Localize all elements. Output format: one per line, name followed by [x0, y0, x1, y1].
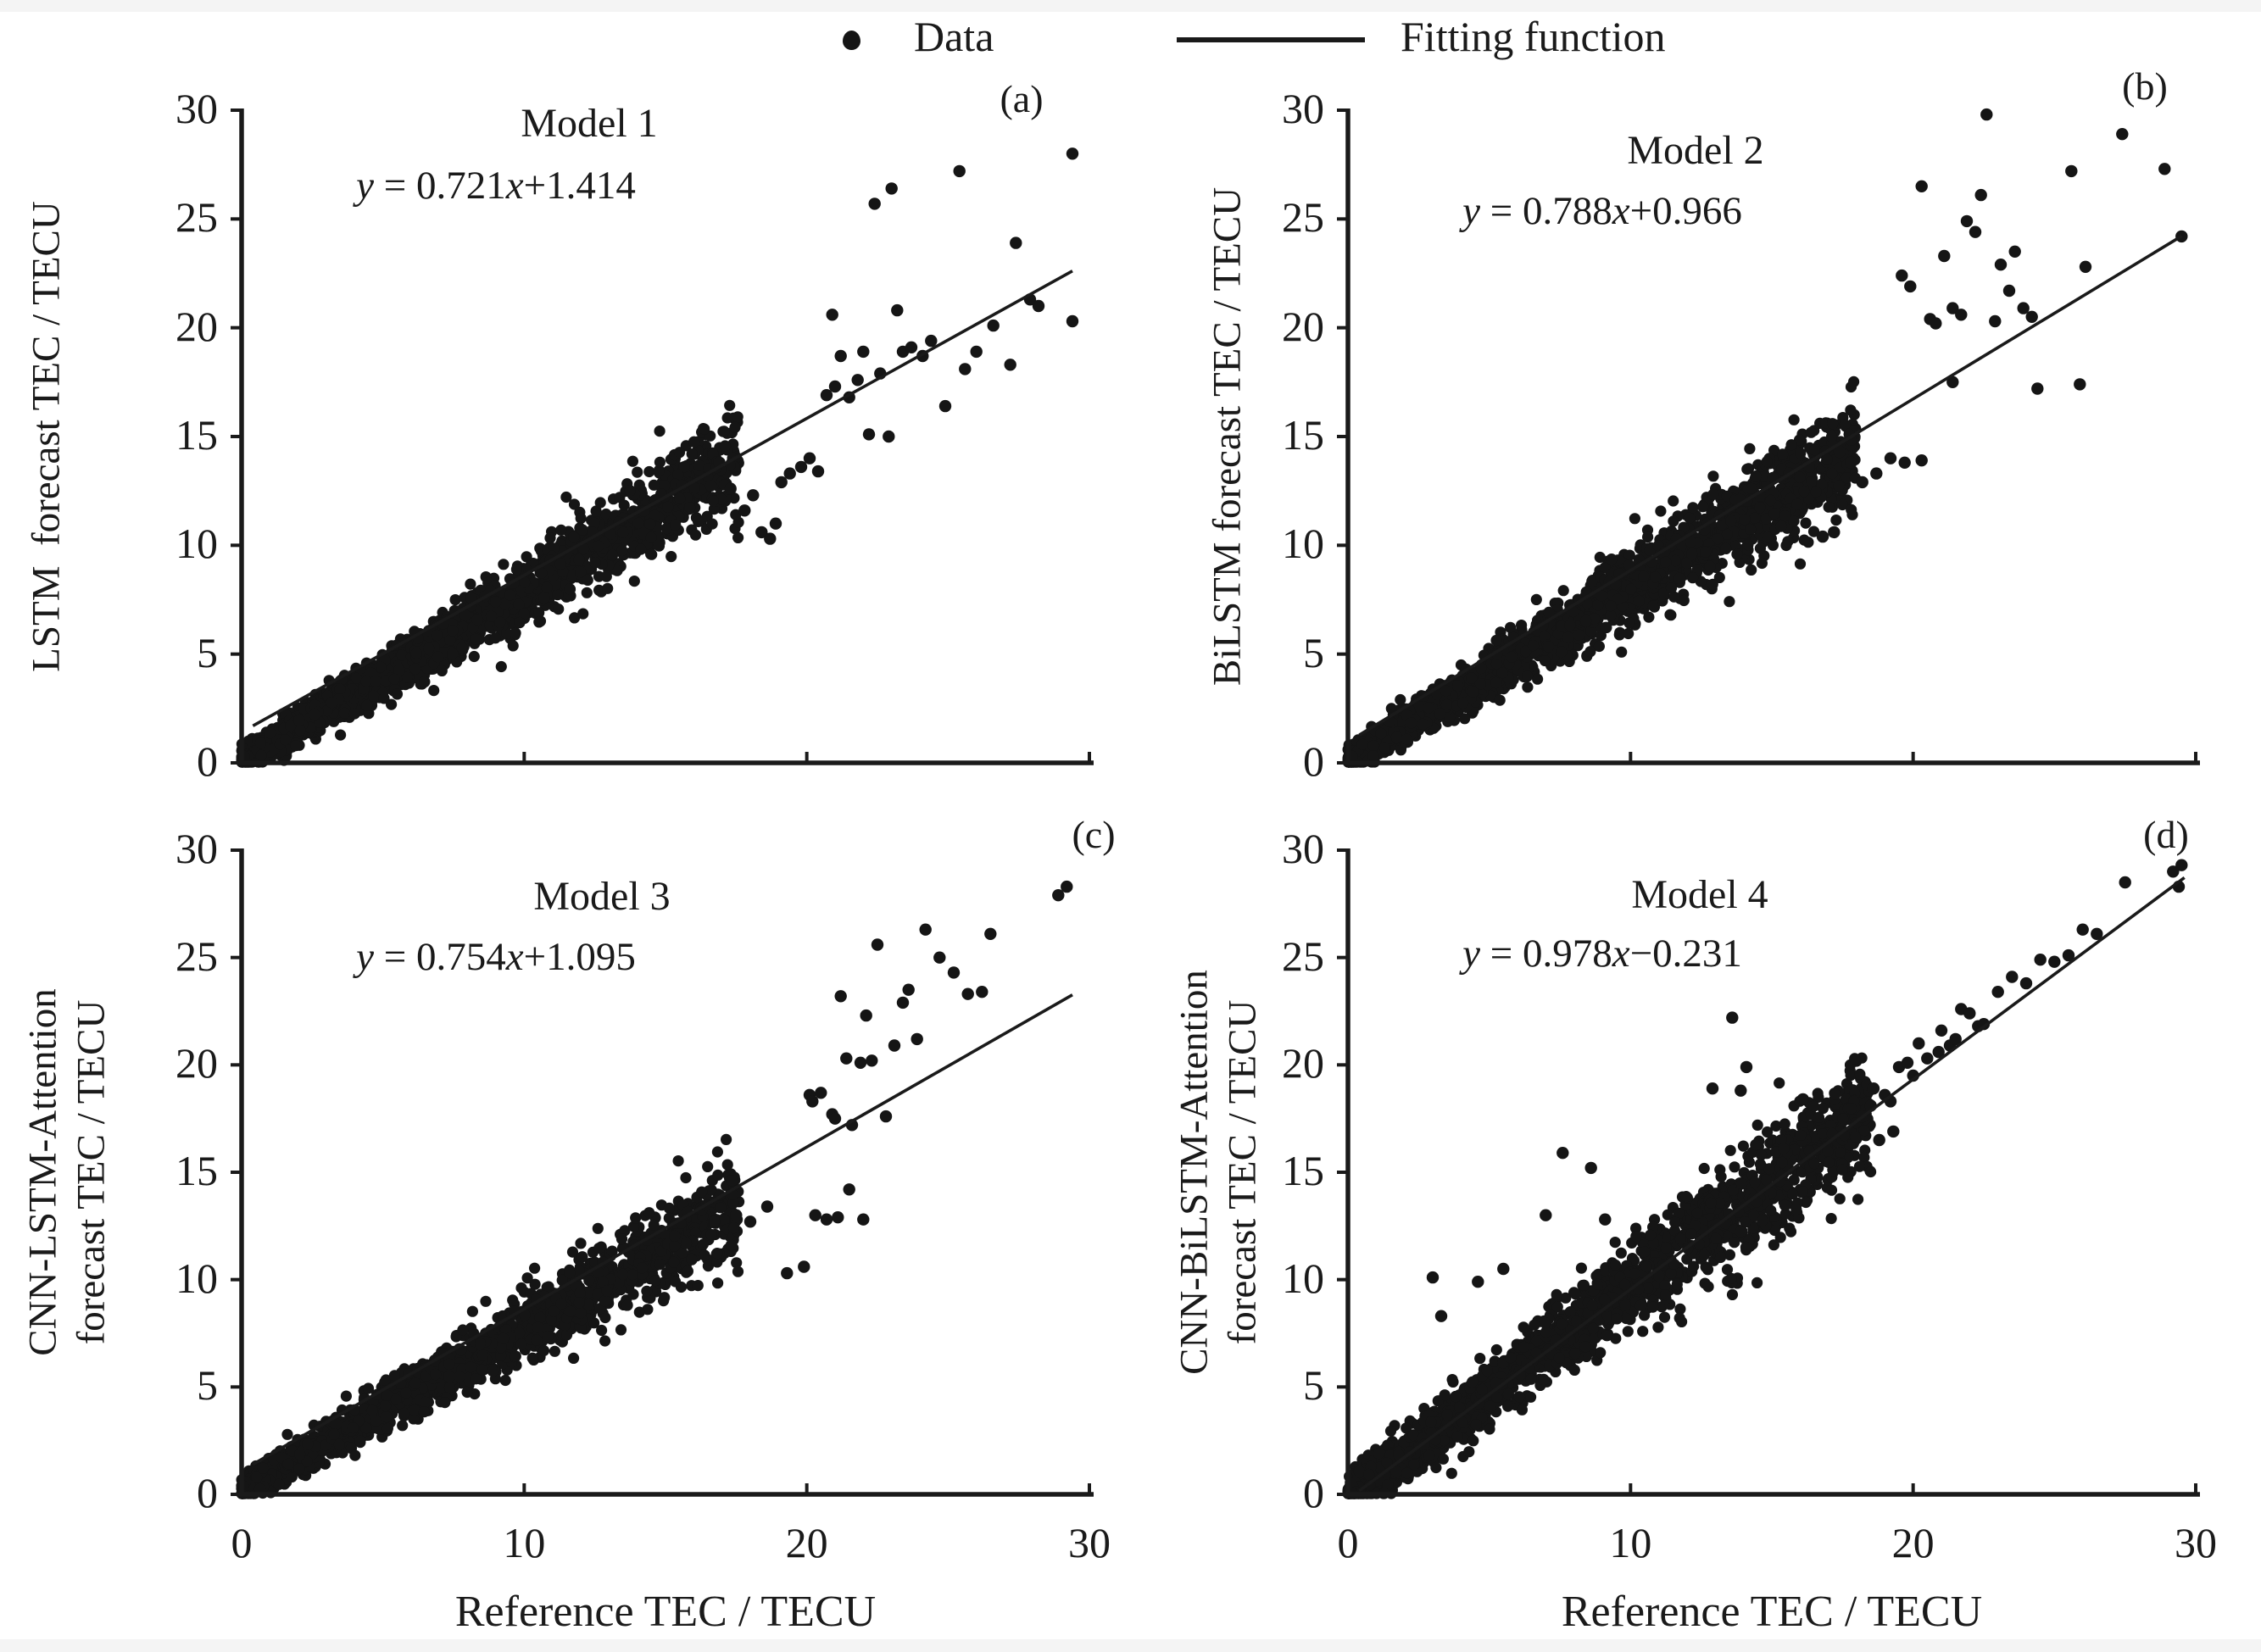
equation-slope: 0.788	[1523, 189, 1612, 233]
scatter-outlier-points	[730, 880, 1073, 1280]
top-edge-strip	[0, 0, 2261, 12]
fit-line	[252, 993, 1073, 1466]
panel-c-x-axis-label: Reference TEC / TECU	[454, 1588, 877, 1636]
panel-a-plot-area	[231, 108, 1094, 768]
x-tick-label: 20	[785, 1519, 828, 1566]
equation-intercept: +1.095	[523, 935, 636, 979]
equation-y-symbol: y	[356, 164, 374, 208]
equation-y-symbol: y	[1462, 189, 1480, 233]
panel-b-equation: y = 0.788x+0.966	[1348, 188, 1857, 234]
panel-a-letter: (a)	[1000, 77, 1044, 120]
panel-c-y-axis-label: CNN-LSTM-Attention forecast TEC / TECU	[20, 988, 114, 1356]
equation-equals: =	[373, 935, 416, 979]
x-tick-label: 10	[503, 1519, 546, 1566]
y-tick-label: 30	[1282, 85, 1324, 132]
legend-fit-line-icon	[1177, 37, 1365, 42]
legend-data-marker-icon	[843, 31, 860, 50]
x-tick-label: 0	[231, 1519, 253, 1566]
y-tick-label: 25	[175, 193, 218, 242]
y-tick-label: 30	[175, 85, 218, 132]
x-tick-label: 20	[1891, 1519, 1935, 1566]
scatter-cloud	[236, 1133, 745, 1499]
fit-line	[1358, 235, 2183, 737]
equation-equals: =	[373, 164, 416, 208]
equation-x-symbol: x	[1612, 932, 1630, 976]
equation-intercept: +1.414	[523, 164, 636, 208]
panel-d-equation: y = 0.978x−0.231	[1348, 931, 1857, 976]
panel-b-plot-area	[1337, 108, 2200, 768]
fit-line	[252, 270, 1073, 727]
equation-x-symbol: x	[1612, 189, 1630, 233]
x-tick-label: 30	[2175, 1519, 2217, 1566]
scatter-outlier-points	[1426, 859, 2188, 1322]
y-tick-label: 20	[175, 302, 218, 350]
equation-intercept: +0.966	[1629, 189, 1742, 233]
x-tick-label: 10	[1609, 1519, 1652, 1566]
equation-x-symbol: x	[505, 935, 524, 979]
panel-a-title: Model 1	[521, 101, 658, 146]
y-tick-label: 5	[197, 1361, 218, 1410]
panel-d-title: Model 4	[1631, 872, 1768, 917]
panel-b-y-axis-label: BiLSTM forecast TEC / TECU	[1205, 186, 1250, 687]
y-tick-label: 0	[197, 737, 218, 785]
equation-x-symbol: x	[505, 164, 524, 208]
scatter-outlier-points	[713, 147, 1079, 545]
y-tick-label: 20	[1282, 302, 1324, 350]
panel-a-equation: y = 0.721x+1.414	[242, 163, 750, 209]
panel-d-letter: (d)	[2143, 813, 2189, 856]
scatter-cloud	[1342, 1052, 1877, 1499]
x-tick-label: 0	[1337, 1519, 1359, 1566]
equation-slope: 0.978	[1523, 932, 1612, 976]
y-tick-label: 30	[1282, 825, 1324, 872]
y-tick-label: 10	[175, 520, 218, 568]
panel-d-x-axis-label: Reference TEC / TECU	[1561, 1588, 1983, 1636]
y-tick-label: 25	[175, 932, 218, 980]
y-tick-label: 20	[175, 1039, 218, 1087]
y-tick-label: 0	[197, 1469, 218, 1516]
y-tick-label: 10	[1282, 520, 1324, 568]
scatter-outlier-points	[1816, 108, 2188, 543]
panel-c-title: Model 3	[533, 874, 671, 919]
panel-c-letter: (c)	[1072, 813, 1116, 856]
equation-intercept: −0.231	[1629, 932, 1742, 976]
y-tick-label: 5	[1303, 628, 1324, 676]
y-tick-label: 0	[1303, 737, 1324, 785]
panel-b-title: Model 2	[1627, 128, 1764, 173]
y-tick-label: 0	[1303, 1469, 1324, 1516]
legend-fit-label: Fitting function	[1401, 13, 1666, 60]
y-tick-label: 30	[175, 825, 218, 872]
scatter-cloud	[236, 399, 744, 768]
y-tick-label: 20	[1282, 1039, 1324, 1087]
panel-c-equation: y = 0.754x+1.095	[242, 934, 750, 980]
y-tick-label: 25	[1282, 193, 1324, 242]
y-tick-label: 15	[1282, 1147, 1324, 1194]
y-tick-label: 10	[175, 1254, 218, 1302]
scatter-cloud	[1342, 375, 1862, 768]
y-tick-label: 5	[1303, 1361, 1324, 1410]
y-tick-label: 10	[1282, 1254, 1324, 1302]
equation-y-symbol: y	[1462, 932, 1480, 976]
panel-d-plot-area	[1337, 848, 2200, 1499]
equation-equals: =	[1479, 189, 1523, 233]
panel-a-y-axis-label: LSTM forecast TEC / TECU	[24, 201, 69, 672]
equation-slope: 0.721	[416, 164, 506, 208]
panel-b-letter: (b)	[2122, 64, 2168, 108]
x-tick-label: 30	[1068, 1519, 1111, 1566]
equation-slope: 0.754	[416, 935, 506, 979]
legend-data-label: Data	[914, 13, 994, 60]
y-tick-label: 25	[1282, 932, 1324, 980]
y-tick-label: 15	[175, 1147, 218, 1194]
y-tick-label: 5	[197, 628, 218, 676]
equation-y-symbol: y	[356, 935, 374, 979]
panel-c-plot-area	[231, 848, 1094, 1499]
equation-equals: =	[1479, 932, 1523, 976]
y-tick-label: 15	[1282, 411, 1324, 459]
fit-line	[1358, 876, 2186, 1493]
y-tick-label: 15	[175, 411, 218, 459]
bottom-edge-strip	[0, 1639, 2261, 1652]
